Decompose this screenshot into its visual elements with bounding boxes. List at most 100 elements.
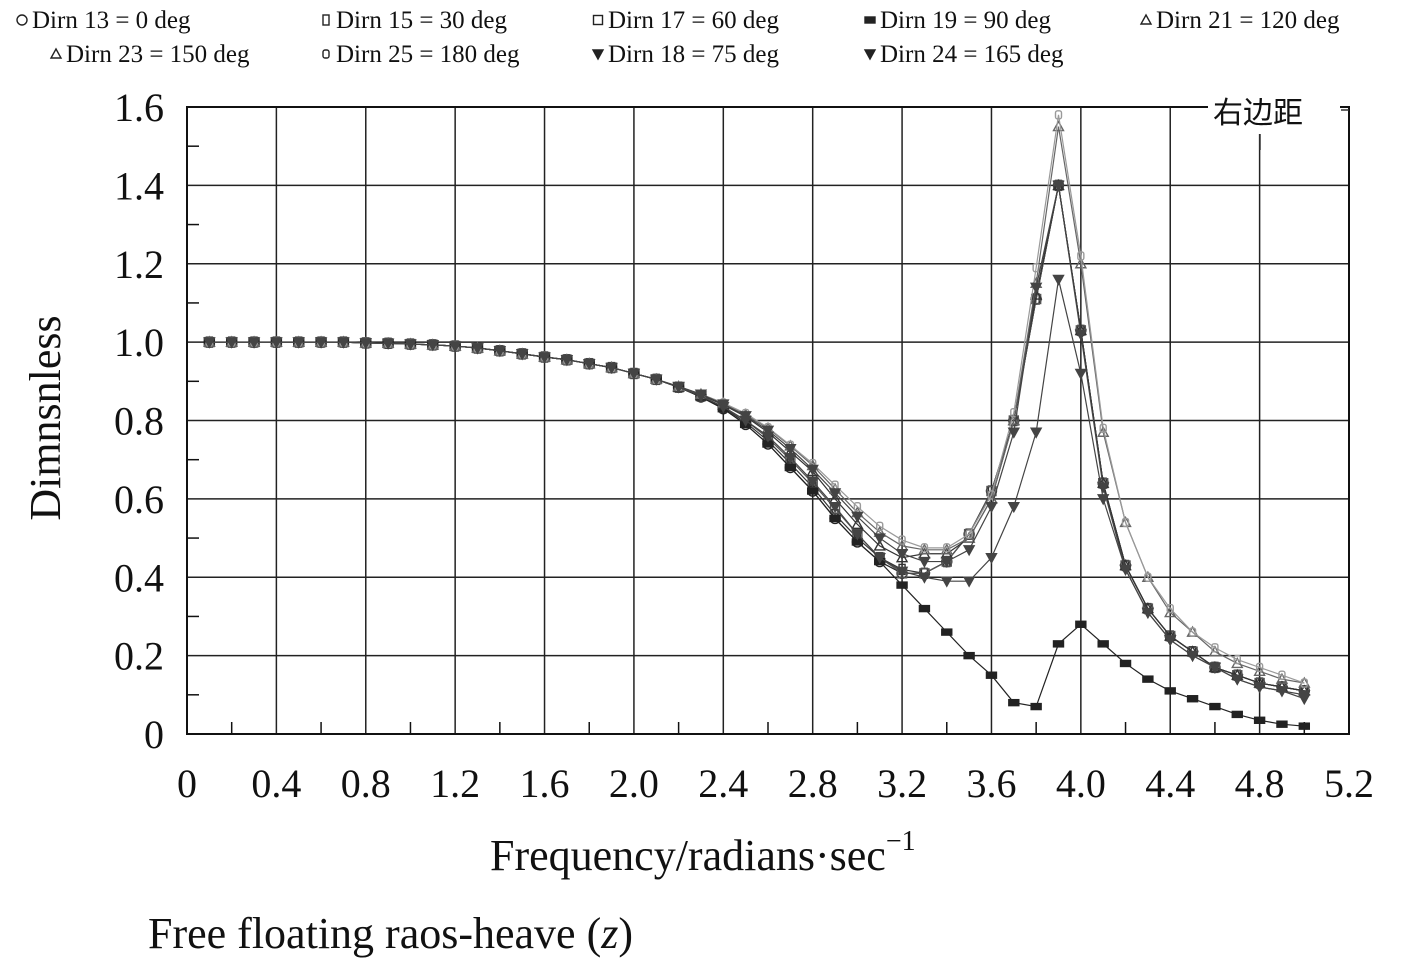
data-point (896, 581, 908, 589)
data-point (940, 556, 953, 569)
legend-marker (49, 47, 63, 59)
y-tick-label: 0.8 (114, 399, 164, 444)
legend-label: Dirn 23 = 150 deg (66, 41, 250, 68)
series-line (209, 185, 1305, 700)
data-point (292, 337, 305, 349)
series-line (209, 126, 1305, 684)
data-point (225, 337, 238, 349)
data-point (493, 346, 507, 358)
data-point (985, 502, 998, 514)
data-point (1054, 110, 1063, 120)
data-point (1029, 282, 1043, 294)
x-tick-label: 0 (177, 761, 197, 806)
data-point (359, 338, 372, 350)
data-point (270, 337, 283, 349)
data-point (1074, 368, 1088, 380)
data-point (583, 358, 596, 371)
data-point (1052, 640, 1065, 648)
x-tick-label: 0.8 (341, 761, 391, 806)
series-5 (203, 178, 1311, 696)
caption-italic: z (600, 909, 618, 958)
data-point (1142, 675, 1154, 683)
legend-item: Dirn 19 = 90 deg (864, 7, 1052, 34)
legend-marker (322, 14, 330, 26)
series-9 (203, 180, 1311, 706)
legend-label: Dirn 18 = 75 deg (608, 41, 780, 68)
legend-item: Dirn 24 = 165 deg (863, 41, 1064, 68)
series-group (203, 110, 1311, 730)
axes: 0 0.4 0.8 1.2 1.6 2.0 2.4 2.8 3.2 3.6 4.0 4.4 4.8 5.2… (114, 85, 1374, 806)
data-point (1253, 716, 1266, 724)
x-tick-label: 4.4 (1145, 761, 1195, 806)
data-point (962, 545, 976, 557)
data-point (672, 381, 685, 393)
data-point (1075, 620, 1087, 628)
data-point (784, 463, 797, 472)
data-point (1097, 640, 1109, 648)
x-tick-label: 2.4 (698, 761, 748, 806)
data-point (829, 514, 841, 523)
legend-marker (864, 16, 876, 24)
data-point (943, 543, 951, 553)
data-point (1276, 720, 1288, 728)
x-tick-label: 1.2 (430, 761, 480, 806)
data-point (1008, 698, 1020, 707)
data-point (717, 399, 730, 411)
data-point (1032, 262, 1040, 273)
x-tick-label: 5.2 (1324, 761, 1374, 806)
data-point (918, 572, 931, 584)
x-tick-label: 3.2 (877, 761, 927, 806)
legend-item: Dirn 17 = 60 deg (592, 7, 780, 34)
data-point (538, 352, 551, 364)
data-point (963, 651, 975, 660)
annotation-background (1208, 90, 1340, 134)
legend-label: Dirn 21 = 120 deg (1156, 7, 1340, 34)
data-point (1121, 517, 1130, 528)
data-point (898, 535, 906, 545)
data-point (337, 337, 350, 349)
legend-label: Dirn 13 = 0 deg (32, 7, 191, 34)
data-point (851, 517, 864, 530)
data-point (940, 576, 953, 588)
data-point (1188, 627, 1197, 637)
data-point (1164, 687, 1176, 695)
x-tick-label: 2.0 (609, 761, 659, 806)
data-point (1030, 702, 1042, 711)
data-point (1029, 427, 1043, 439)
data-point (448, 341, 462, 353)
data-point (1144, 572, 1152, 582)
x-tick-label: 1.6 (520, 761, 570, 806)
data-point (1255, 662, 1264, 673)
x-tick-label: 4.8 (1235, 761, 1285, 806)
data-point (806, 476, 819, 488)
data-point (1097, 482, 1110, 494)
data-point (203, 337, 216, 349)
x-tick-label: 3.6 (966, 761, 1016, 806)
data-point (1208, 662, 1222, 674)
series-2 (205, 179, 1309, 697)
data-point (1298, 722, 1311, 730)
data-point (1119, 659, 1132, 668)
data-point (895, 549, 909, 561)
data-point (761, 425, 775, 437)
series-line (209, 185, 1305, 692)
data-point (560, 355, 574, 367)
data-point (873, 539, 886, 551)
data-point (918, 604, 931, 613)
data-point (985, 671, 998, 679)
legend-item: Dirn 13 = 0 deg (16, 7, 191, 34)
data-point (828, 488, 842, 500)
data-point (918, 556, 931, 569)
data-point (806, 487, 819, 495)
data-point (1186, 695, 1199, 703)
y-tick-label: 0.2 (114, 634, 164, 679)
data-point (1186, 650, 1199, 663)
y-tick-label: 1.0 (114, 320, 164, 365)
series-line (209, 185, 1305, 692)
data-point (1007, 502, 1020, 514)
data-point (1141, 607, 1155, 619)
legend-marker (1139, 13, 1153, 25)
data-point (314, 337, 328, 349)
data-point (853, 502, 862, 512)
